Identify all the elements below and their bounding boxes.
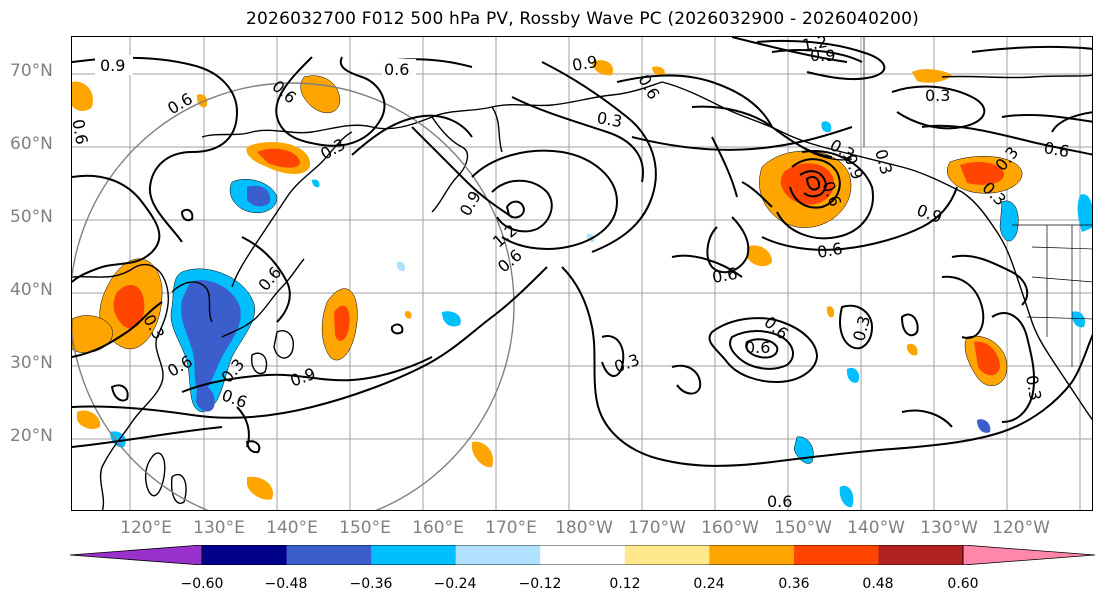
contour-label: 0.9 bbox=[456, 188, 485, 220]
lat-label-20n: 20°N bbox=[10, 426, 53, 446]
lon-label-140e: 140°E bbox=[266, 518, 318, 538]
colorbar-tick-label: 0.60 bbox=[947, 576, 979, 592]
lon-label-180w: 180°W bbox=[555, 518, 613, 538]
lat-label-40n: 40°N bbox=[10, 280, 53, 300]
lat-label-60n: 60°N bbox=[10, 134, 53, 154]
colorbar-extend-low bbox=[70, 545, 202, 565]
lon-label-120e: 120°E bbox=[120, 518, 172, 538]
map-plot: 0.9 0.6 0.6 0.6 0.3 0.9 0.6 1.2 0.9 0.3 … bbox=[71, 36, 1093, 511]
colorbar-segment bbox=[709, 545, 795, 565]
contour-label: 0.6 bbox=[384, 60, 409, 79]
map-title: 2026032700 F012 500 hPa PV, Rossby Wave … bbox=[246, 9, 919, 29]
lat-label-50n: 50°N bbox=[10, 207, 53, 227]
contour-label: 1.2 bbox=[801, 37, 829, 55]
contour-label: 0.9 bbox=[810, 46, 835, 65]
contour-label: 0.6 bbox=[816, 239, 844, 262]
lon-label-170e: 170°E bbox=[485, 518, 537, 538]
contour-label: 1.2 bbox=[489, 220, 521, 251]
lat-label-30n: 30°N bbox=[10, 353, 53, 373]
colorbar-tick-label: −0.12 bbox=[518, 576, 562, 592]
contour-label: 0.6 bbox=[219, 385, 249, 412]
contour-label: 0.9 bbox=[288, 364, 318, 391]
contour-label: 0.6 bbox=[711, 264, 739, 287]
colorbar-segment bbox=[540, 545, 626, 565]
contour-label: 0.6 bbox=[745, 338, 770, 357]
lon-label-130w: 130°W bbox=[920, 518, 978, 538]
contour-label: 0.9 bbox=[914, 200, 944, 227]
colorbar-tick-label: 0.36 bbox=[778, 576, 810, 592]
contour-label: 0.3 bbox=[1022, 374, 1045, 402]
contour-label: 0.9 bbox=[571, 52, 599, 75]
coastlines bbox=[72, 74, 1092, 510]
contour-label: 0.6 bbox=[494, 245, 526, 276]
contour-label: 0.6 bbox=[767, 492, 792, 511]
colorbar-tick-label: 0.12 bbox=[609, 576, 641, 592]
colorbar-segment bbox=[202, 545, 288, 565]
graticule bbox=[72, 37, 1092, 510]
colorbar-segment bbox=[455, 545, 541, 565]
contour-label: 0.3 bbox=[925, 86, 950, 105]
lon-label-160w: 160°W bbox=[701, 518, 759, 538]
lat-label-70n: 70°N bbox=[10, 61, 53, 81]
contour-label: 0.6 bbox=[254, 263, 285, 295]
lon-label-150w: 150°W bbox=[774, 518, 832, 538]
region-circle bbox=[72, 82, 515, 510]
contour-label: 0.6 bbox=[164, 89, 196, 118]
contour-label: 0.6 bbox=[268, 76, 300, 107]
lon-label-150e: 150°E bbox=[339, 518, 391, 538]
lon-label-140w: 140°W bbox=[847, 518, 905, 538]
lon-label-120w: 120°W bbox=[992, 518, 1050, 538]
colorbar-tick-label: 0.24 bbox=[693, 576, 725, 592]
colorbar-tick-label: −0.48 bbox=[264, 576, 308, 592]
pv-contours bbox=[72, 37, 1092, 467]
colorbar-tick-label: 0.48 bbox=[862, 576, 894, 592]
colorbar-segments bbox=[70, 545, 1095, 565]
contour-label: 0.6 bbox=[72, 118, 92, 146]
colorbar-segment bbox=[286, 545, 372, 565]
colorbar bbox=[70, 545, 1095, 565]
map-canvas: 0.9 0.6 0.6 0.6 0.3 0.9 0.6 1.2 0.9 0.3 … bbox=[72, 37, 1092, 511]
contour-label: 0.3 bbox=[612, 350, 642, 377]
colorbar-segment bbox=[878, 545, 964, 565]
colorbar-segment bbox=[371, 545, 457, 565]
contour-label: 0.9 bbox=[100, 56, 125, 75]
contour-label: 0.3 bbox=[595, 108, 623, 131]
lon-label-170w: 170°W bbox=[628, 518, 686, 538]
colorbar-tick-label: −0.36 bbox=[349, 576, 393, 592]
colorbar-tick-label: −0.24 bbox=[433, 576, 477, 592]
lon-label-130e: 130°E bbox=[193, 518, 245, 538]
contour-label: 0.3 bbox=[871, 147, 896, 177]
contour-label: 0.6 bbox=[1042, 138, 1070, 161]
colorbar-extend-high bbox=[963, 545, 1095, 565]
borders bbox=[863, 37, 1092, 367]
colorbar-segment bbox=[793, 545, 879, 565]
colorbar-tick-label: −0.60 bbox=[180, 576, 224, 592]
lon-label-160e: 160°E bbox=[412, 518, 464, 538]
colorbar-segment bbox=[624, 545, 710, 565]
